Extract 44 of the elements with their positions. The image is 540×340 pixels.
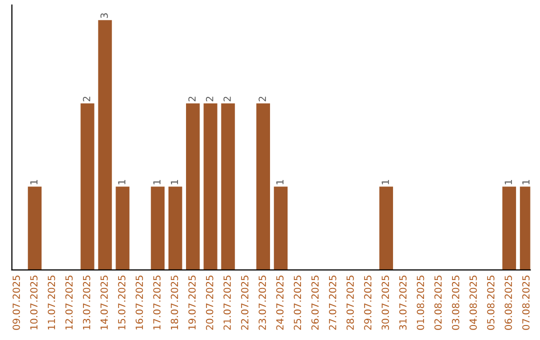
data-label: 1: [522, 180, 530, 184]
x-tick-label: 05.08.2025: [487, 276, 494, 330]
x-tick-label: 14.07.2025: [100, 276, 108, 330]
x-tick-label: 03.08.2025: [452, 276, 460, 330]
x-tick-label: 01.08.2025: [416, 276, 424, 330]
x-tick-label: 18.07.2025: [170, 276, 178, 330]
x-tick-label: 19.07.2025: [188, 276, 196, 330]
data-label: 1: [30, 180, 38, 184]
x-tick-label: 15.07.2025: [118, 276, 126, 330]
data-label: 1: [382, 180, 389, 184]
data-label: 1: [504, 180, 512, 184]
x-tick-label: 25.07.2025: [294, 276, 302, 330]
x-tick-label: 09.07.2025: [12, 276, 20, 330]
data-label: 1: [118, 180, 126, 184]
data-label: 3: [100, 13, 108, 18]
x-tick-label: 24.07.2025: [276, 276, 284, 330]
data-label: 2: [258, 96, 266, 102]
data-label: 1: [170, 180, 178, 184]
x-tick-label: 30.07.2025: [382, 276, 390, 330]
data-label: 2: [223, 96, 231, 102]
x-tick-label: 07.08.2025: [522, 276, 530, 330]
data-label: 2: [82, 96, 90, 102]
x-tick-label: 17.07.2025: [153, 276, 161, 330]
data-label: 2: [206, 96, 214, 102]
x-tick-label: 13.07.2025: [82, 276, 90, 330]
x-tick-label: 22.07.2025: [241, 276, 248, 330]
x-tick-label: 27.07.2025: [328, 276, 336, 330]
x-tick-label: 11.07.2025: [48, 276, 56, 330]
x-tick-label: 31.07.2025: [399, 276, 407, 330]
x-tick-label: 21.07.2025: [223, 276, 231, 330]
x-tick-label: 16.07.2025: [136, 276, 143, 330]
x-tick-label: 23.07.2025: [258, 276, 266, 330]
x-tick-label: 28.07.2025: [346, 276, 354, 330]
x-tick-label: 02.08.2025: [434, 276, 442, 330]
x-tick-label: 26.07.2025: [311, 276, 319, 330]
x-tick-label: 06.08.2025: [504, 276, 512, 330]
data-label: 2: [188, 96, 196, 102]
x-tick-label: 04.08.2025: [470, 276, 477, 330]
x-tick-label: 20.07.2025: [206, 276, 214, 330]
data-label: 1: [276, 180, 284, 184]
data-label: 1: [153, 180, 160, 184]
x-tick-label: 10.07.2025: [30, 276, 38, 330]
x-tick-label: 29.07.2025: [364, 276, 372, 330]
x-tick-label: 12.07.2025: [65, 276, 73, 330]
